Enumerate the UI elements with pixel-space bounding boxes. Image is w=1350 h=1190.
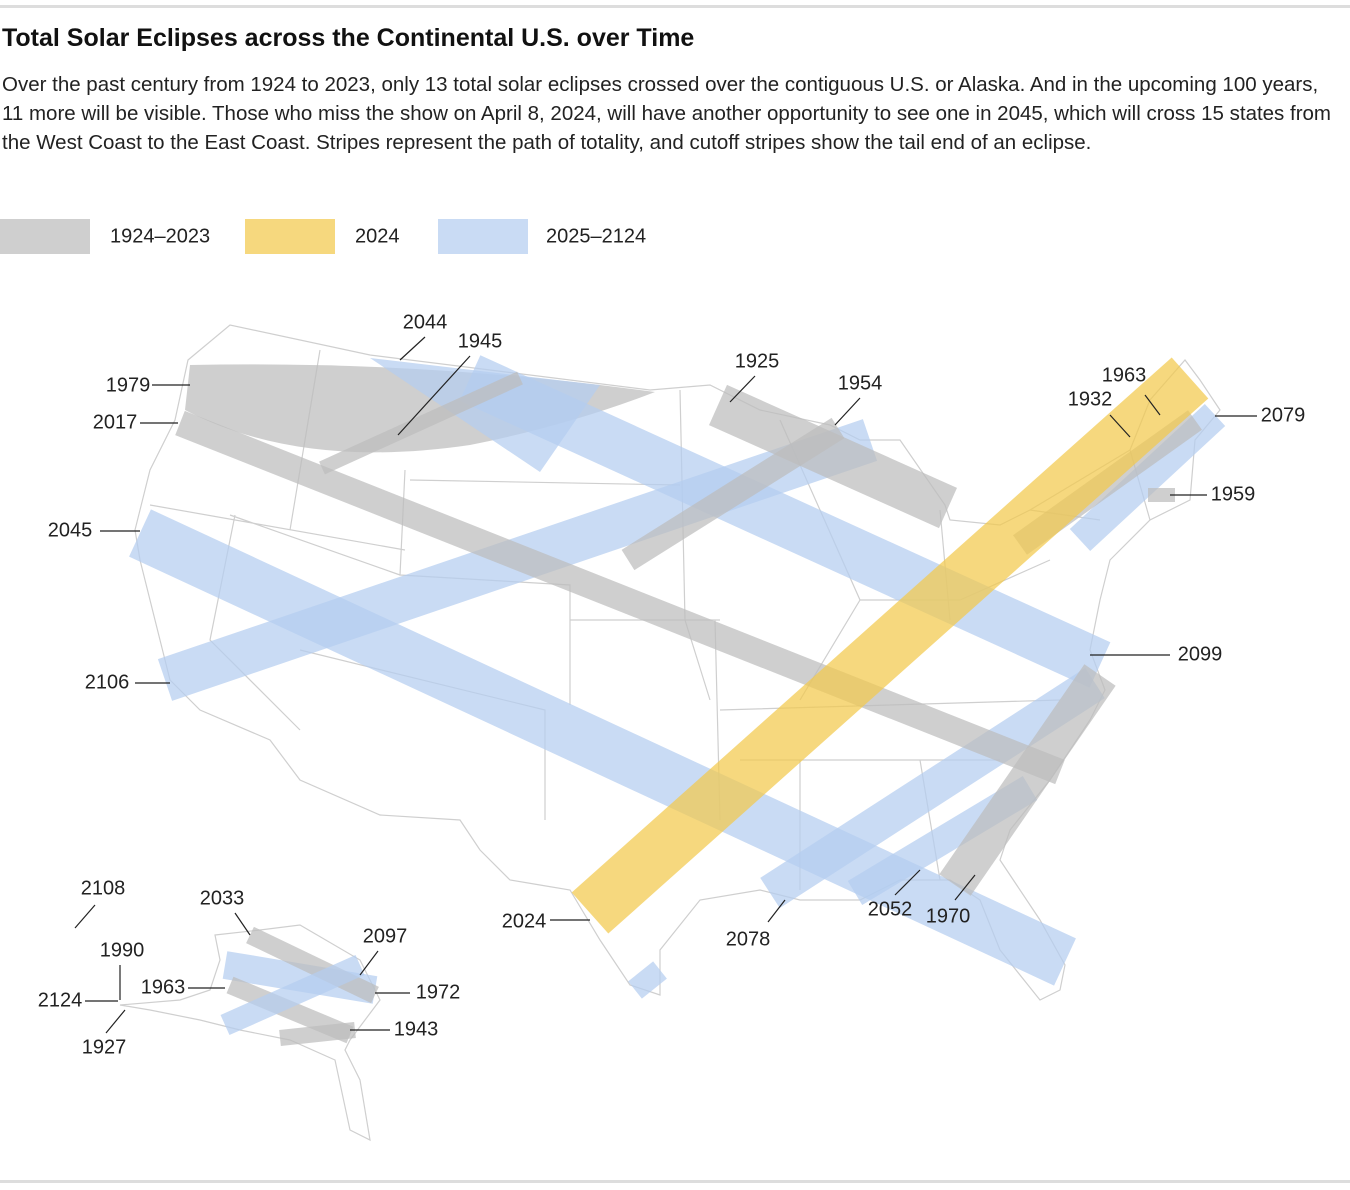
legend-label: 2025–2124	[546, 225, 646, 247]
leader-line	[1109, 414, 1131, 438]
leader-line	[399, 336, 426, 361]
eclipse-path	[1148, 488, 1175, 502]
eclipse-year-label: 1963	[1102, 364, 1147, 386]
legend-swatch	[0, 219, 90, 254]
leader-line	[894, 869, 921, 896]
legend-label: 1924–2023	[110, 225, 210, 247]
eclipse-year-label: 1954	[838, 372, 883, 394]
eclipse-path	[628, 961, 667, 999]
eclipse-year-label: 2106	[85, 671, 130, 693]
eclipse-path	[571, 357, 1209, 934]
leader-line	[234, 912, 251, 936]
eclipse-year-label: 2097	[363, 925, 408, 947]
title: Total Solar Eclipses across the Continen…	[2, 24, 695, 52]
eclipse-year-label: 1932	[1068, 388, 1113, 410]
leader-line	[105, 1009, 126, 1034]
eclipse-path	[279, 1022, 356, 1046]
eclipse-year-label: 1927	[82, 1036, 127, 1058]
eclipse-path	[760, 667, 1105, 909]
eclipse-path	[319, 371, 523, 475]
legend-swatch	[438, 219, 528, 254]
leader-line	[954, 874, 976, 901]
eclipse-path	[246, 926, 379, 1004]
description: Over the past century from 1924 to 2023,…	[2, 73, 1332, 154]
eclipse-year-label: 2099	[1178, 643, 1223, 665]
eclipse-year-label: 1945	[458, 330, 503, 352]
eclipse-year-label: 1970	[926, 905, 971, 927]
eclipse-year-label: 2044	[403, 311, 448, 333]
eclipse-year-label: 1943	[394, 1018, 439, 1040]
eclipse-path	[621, 417, 845, 571]
leader-line	[397, 355, 471, 436]
eclipse-year-label: 1972	[416, 981, 461, 1003]
eclipse-path	[220, 954, 365, 1036]
leader-line	[1144, 394, 1161, 416]
eclipse-year-label: 2045	[48, 519, 93, 541]
eclipse-year-label: 2079	[1261, 404, 1306, 426]
leader-line	[767, 899, 786, 923]
bottom-rule	[0, 1180, 1350, 1183]
legend-swatch	[245, 219, 335, 254]
eclipse-year-label: 1990	[100, 939, 145, 961]
leader-line	[74, 904, 96, 929]
eclipse-year-label: 1925	[735, 350, 780, 372]
leader-line	[834, 397, 861, 426]
leader-line	[359, 950, 379, 976]
eclipse-path	[939, 664, 1116, 896]
legend-label: 2024	[355, 225, 400, 247]
eclipse-year-label: 1963	[141, 976, 186, 998]
eclipse-year-label: 1979	[106, 374, 151, 396]
eclipse-year-label: 2052	[868, 898, 913, 920]
eclipse-path	[222, 951, 378, 1004]
eclipse-year-label: 2124	[38, 989, 83, 1011]
eclipse-path	[709, 384, 957, 529]
eclipse-year-label: 1959	[1211, 483, 1256, 505]
eclipse-year-label: 2017	[93, 411, 138, 433]
top-rule	[0, 5, 1350, 8]
eclipse-year-label: 2033	[200, 887, 245, 909]
eclipse-year-label: 2078	[726, 928, 771, 950]
leader-line	[729, 375, 756, 403]
legend: 1924–2023 2024 2025–2124	[0, 219, 646, 254]
eclipse-paths	[129, 355, 1226, 1046]
eclipse-year-label: 2024	[502, 910, 547, 932]
eclipse-year-label: 2108	[81, 877, 126, 899]
